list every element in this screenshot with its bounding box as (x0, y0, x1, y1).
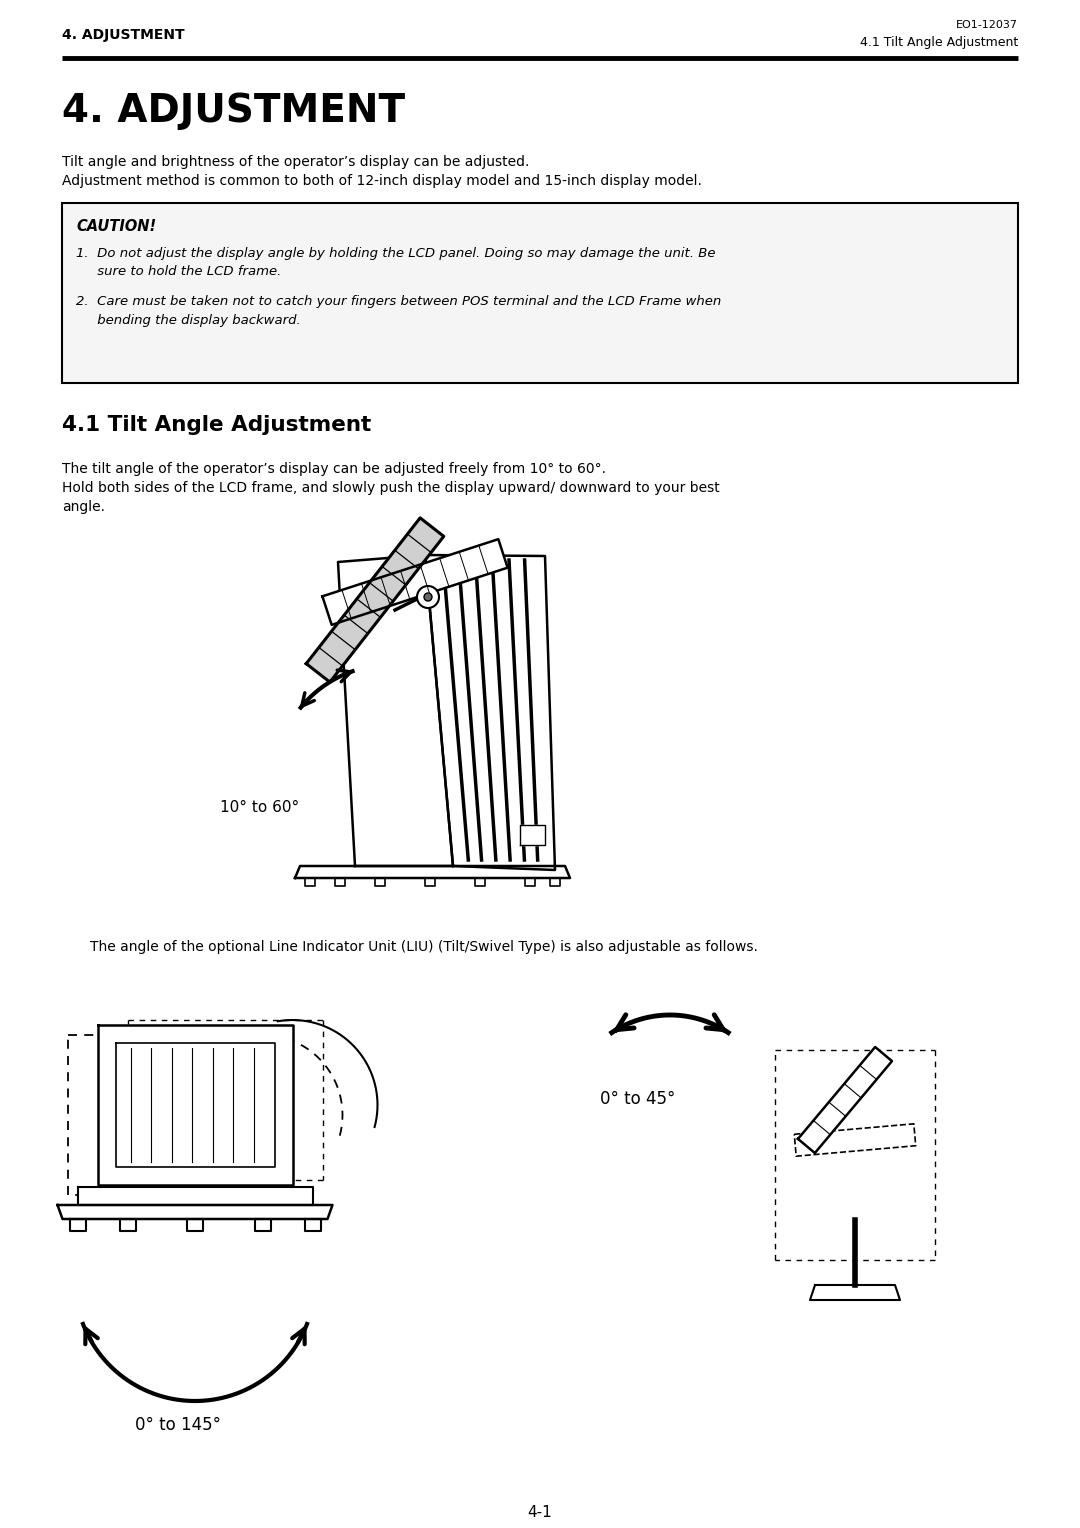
Polygon shape (519, 825, 545, 845)
Text: sure to hold the LCD frame.: sure to hold the LCD frame. (76, 264, 282, 278)
Polygon shape (69, 1219, 85, 1232)
Polygon shape (323, 539, 508, 625)
Text: The tilt angle of the operator’s display can be adjusted freely from 10° to 60°.: The tilt angle of the operator’s display… (62, 461, 606, 477)
Polygon shape (305, 1219, 321, 1232)
Polygon shape (295, 866, 570, 879)
Text: 4.1 Tilt Angle Adjustment: 4.1 Tilt Angle Adjustment (860, 37, 1018, 49)
Text: bending the display backward.: bending the display backward. (76, 313, 300, 327)
Polygon shape (525, 879, 535, 886)
Polygon shape (810, 1285, 900, 1300)
Text: 0° to 145°: 0° to 145° (135, 1416, 221, 1433)
Text: EO1-12037: EO1-12037 (956, 20, 1018, 31)
Text: Hold both sides of the LCD frame, and slowly push the display upward/ downward t: Hold both sides of the LCD frame, and sl… (62, 481, 719, 495)
Polygon shape (305, 879, 315, 886)
Polygon shape (335, 879, 345, 886)
Text: CAUTION!: CAUTION! (76, 219, 157, 234)
Polygon shape (426, 555, 555, 869)
Text: 1.  Do not adjust the display angle by holding the LCD panel. Doing so may damag: 1. Do not adjust the display angle by ho… (76, 248, 715, 260)
Polygon shape (97, 1025, 293, 1186)
Text: Adjustment method is common to both of 12-inch display model and 15-inch display: Adjustment method is common to both of 1… (62, 174, 702, 188)
Text: Tilt angle and brightness of the operator’s display can be adjusted.: Tilt angle and brightness of the operato… (62, 154, 529, 170)
Polygon shape (550, 879, 561, 886)
Polygon shape (120, 1219, 135, 1232)
Text: 4-1: 4-1 (528, 1505, 552, 1520)
Text: 4. ADJUSTMENT: 4. ADJUSTMENT (62, 28, 185, 41)
Ellipse shape (424, 593, 432, 601)
Text: 4. ADJUSTMENT: 4. ADJUSTMENT (62, 92, 405, 130)
Polygon shape (338, 555, 453, 866)
Polygon shape (794, 1123, 916, 1157)
Polygon shape (57, 1206, 333, 1219)
Polygon shape (475, 879, 485, 886)
Polygon shape (307, 518, 444, 681)
Polygon shape (375, 879, 384, 886)
Polygon shape (255, 1219, 270, 1232)
Text: 10° to 60°: 10° to 60° (220, 801, 299, 814)
Text: The angle of the optional Line Indicator Unit (LIU) (Tilt/Swivel Type) is also a: The angle of the optional Line Indicator… (90, 940, 758, 953)
Text: 4.1 Tilt Angle Adjustment: 4.1 Tilt Angle Adjustment (62, 416, 372, 435)
Polygon shape (798, 1047, 892, 1154)
Polygon shape (426, 879, 435, 886)
Text: angle.: angle. (62, 500, 105, 513)
Polygon shape (187, 1219, 203, 1232)
Text: 0° to 45°: 0° to 45° (600, 1089, 675, 1108)
Polygon shape (78, 1187, 312, 1206)
Text: 2.  Care must be taken not to catch your fingers between POS terminal and the LC: 2. Care must be taken not to catch your … (76, 295, 721, 309)
Ellipse shape (417, 587, 438, 608)
FancyBboxPatch shape (62, 203, 1018, 384)
